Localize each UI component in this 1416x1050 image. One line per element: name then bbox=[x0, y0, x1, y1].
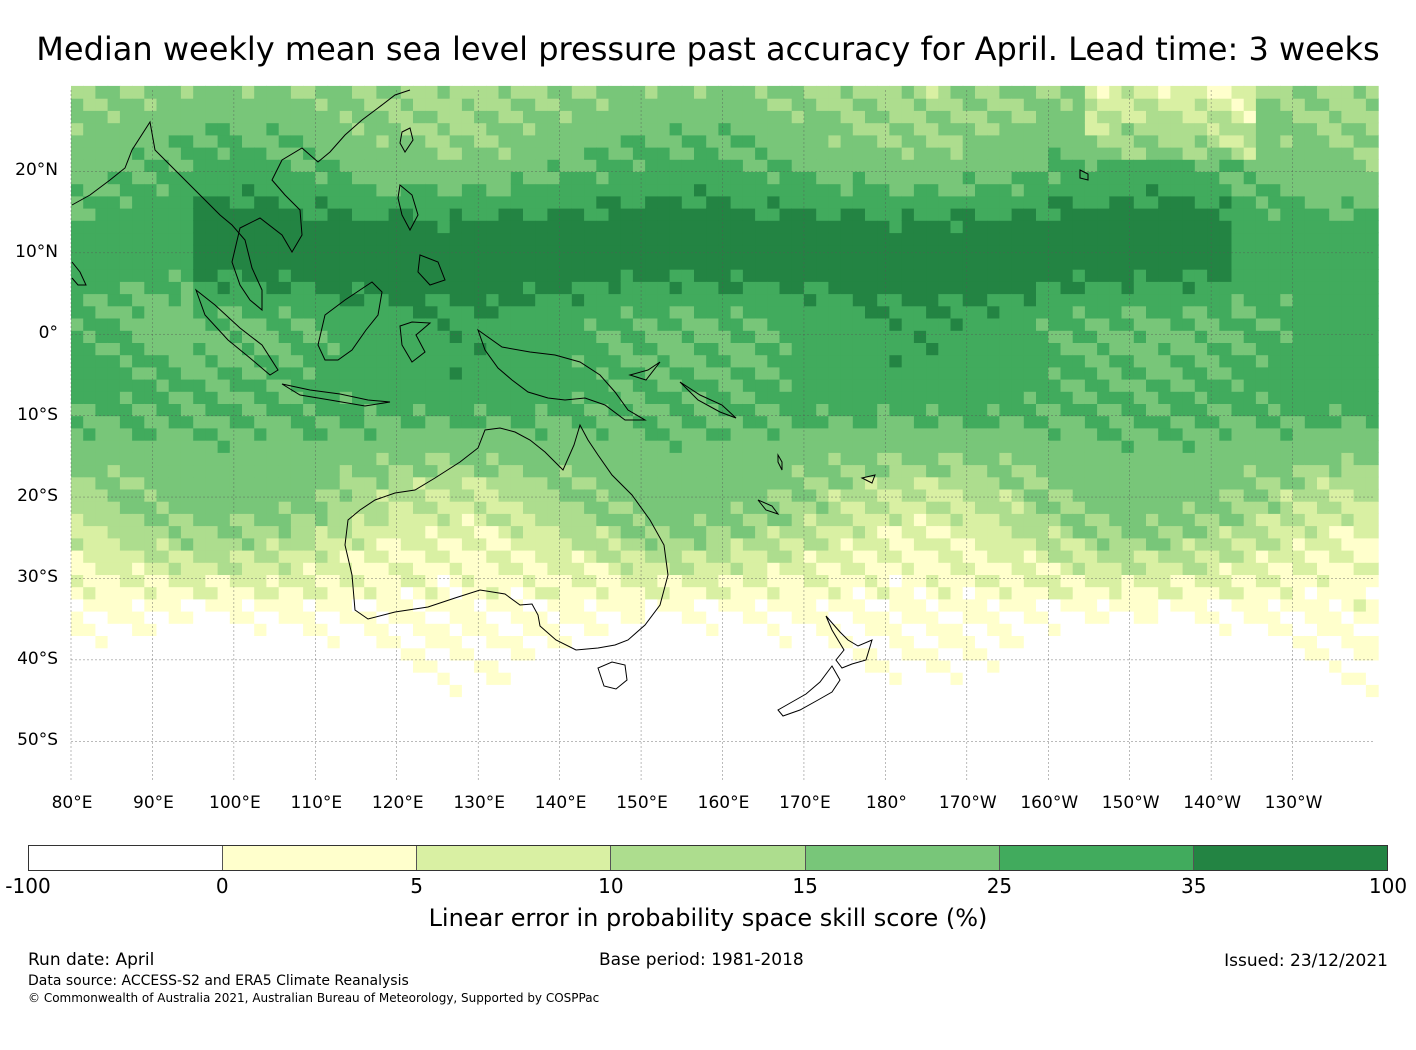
lon-tick-label: 150°E bbox=[616, 793, 668, 813]
lat-tick-label: 0° bbox=[38, 323, 58, 344]
coast-tasmania bbox=[597, 661, 628, 690]
colorbar-segment bbox=[29, 846, 224, 870]
colorbar-segment bbox=[223, 846, 418, 870]
colorbar-segment bbox=[805, 846, 1000, 870]
lon-tick-label: 170°E bbox=[779, 793, 831, 813]
colorbar-title: Linear error in probability space skill … bbox=[428, 904, 988, 932]
issued-date: Issued: 23/12/2021 bbox=[1224, 951, 1388, 971]
coast-new-caledonia bbox=[777, 453, 783, 471]
coast-luzon bbox=[397, 184, 419, 232]
skill-field bbox=[71, 85, 1379, 783]
colorbar-label: 35 bbox=[1180, 874, 1207, 898]
lon-tick-label: 140°E bbox=[534, 793, 587, 813]
copyright: © Commonwealth of Australia 2021, Austra… bbox=[28, 991, 600, 1005]
lat-tick-label: 50°S bbox=[17, 730, 58, 751]
colorbar-label: -100 bbox=[5, 874, 51, 898]
lon-tick-label: 90°E bbox=[133, 793, 174, 813]
colorbar bbox=[28, 845, 1388, 871]
lat-tick-label: 20°S bbox=[17, 486, 58, 507]
lon-tick-label: 110°E bbox=[290, 793, 343, 813]
coast-asia bbox=[71, 89, 411, 312]
lon-tick-label: 130°W bbox=[1264, 793, 1323, 813]
colorbar-label: 15 bbox=[792, 874, 818, 898]
coastlines bbox=[71, 89, 1089, 717]
run-date: Run date: April bbox=[28, 950, 155, 970]
lon-tick-label: 80°E bbox=[51, 793, 93, 813]
colorbar-segment bbox=[1193, 846, 1387, 870]
lon-tick-label: 150°W bbox=[1101, 793, 1160, 813]
coast-vanuatu bbox=[757, 499, 780, 515]
lon-tick-label: 180° bbox=[865, 793, 907, 813]
coast-new-guinea bbox=[477, 328, 647, 421]
coast-taiwan bbox=[399, 127, 414, 153]
lat-tick-label: 10°S bbox=[17, 404, 58, 425]
lon-tick-label: 170°W bbox=[938, 793, 997, 813]
lon-tick-label: 130°E bbox=[453, 793, 506, 813]
coast-australia bbox=[344, 423, 669, 651]
colorbar-label: 0 bbox=[215, 874, 229, 898]
coast-mindanao bbox=[417, 254, 446, 286]
lon-tick-label: 160°E bbox=[697, 793, 750, 813]
coast-fiji bbox=[860, 474, 876, 484]
coast-borneo bbox=[317, 281, 383, 361]
data-source: Data source: ACCESS-S2 and ERA5 Climate … bbox=[28, 973, 409, 989]
lon-tick-label: 100°E bbox=[209, 793, 261, 813]
colorbar-label: 10 bbox=[598, 874, 624, 898]
lat-tick-label: 30°S bbox=[17, 567, 58, 588]
graticule bbox=[70, 90, 1374, 782]
coast-india-tip bbox=[71, 261, 87, 286]
skill-map bbox=[70, 85, 1379, 783]
coast-sulawesi bbox=[399, 321, 432, 363]
coast-sumatra bbox=[194, 288, 279, 376]
lat-tick-label: 40°S bbox=[17, 648, 58, 669]
coast-solomons bbox=[679, 381, 737, 419]
coast-nz-north bbox=[825, 615, 873, 669]
coast-new-britain bbox=[628, 361, 661, 381]
colorbar-segment bbox=[999, 846, 1194, 870]
lat-tick-label: 10°N bbox=[15, 241, 58, 262]
lon-tick-label: 140°W bbox=[1183, 793, 1242, 813]
colorbar-segment bbox=[611, 846, 806, 870]
colorbar-label: 5 bbox=[410, 874, 423, 898]
coast-hawaii bbox=[1079, 169, 1089, 181]
coast-nz-south bbox=[777, 665, 841, 717]
lon-tick-label: 160°W bbox=[1020, 793, 1079, 813]
lat-tick-label: 20°N bbox=[15, 160, 58, 181]
coast-java bbox=[281, 383, 391, 407]
colorbar-segment bbox=[417, 846, 612, 870]
colorbar-label: 25 bbox=[986, 874, 1013, 898]
map-title: Median weekly mean sea level pressure pa… bbox=[36, 30, 1380, 68]
colorbar-label: 100 bbox=[1368, 874, 1408, 898]
lon-tick-label: 120°E bbox=[371, 793, 424, 813]
base-period: Base period: 1981-2018 bbox=[599, 950, 804, 970]
